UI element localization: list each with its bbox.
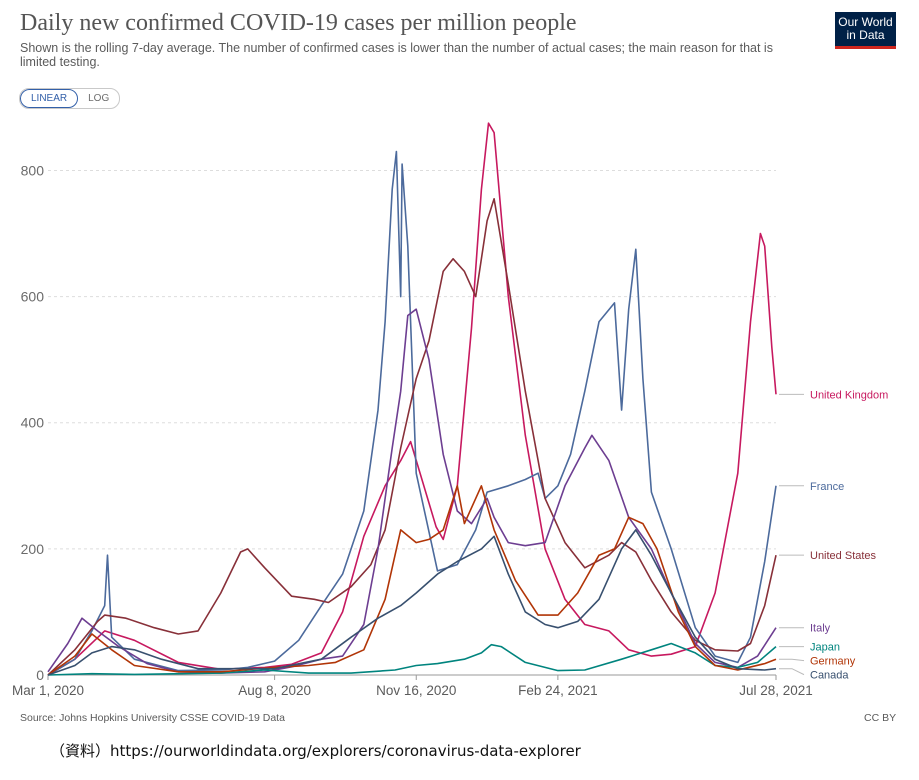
owid-logo[interactable]: Our World in Data bbox=[835, 12, 896, 49]
series-line-united-kingdom bbox=[47, 122, 777, 676]
source-note: Source: Johns Hopkins University CSSE CO… bbox=[20, 712, 285, 724]
logo-line1: Our World bbox=[838, 15, 893, 29]
y-tick-label: 800 bbox=[21, 162, 45, 178]
license-link[interactable]: CC BY bbox=[864, 712, 897, 724]
y-tick-label: 600 bbox=[21, 289, 45, 305]
y-tick-label: 0 bbox=[36, 667, 44, 683]
legend-label-france: France bbox=[810, 481, 844, 493]
x-tick-label: Feb 24, 2021 bbox=[518, 683, 598, 698]
legend-label-united-states: United States bbox=[810, 550, 877, 562]
legend-label-canada: Canada bbox=[810, 670, 849, 682]
x-tick-label: Nov 16, 2020 bbox=[376, 683, 456, 698]
log-scale-button[interactable]: LOG bbox=[88, 93, 110, 104]
series-line-japan bbox=[47, 642, 777, 676]
legend-label-italy: Italy bbox=[810, 623, 831, 635]
legend-label-japan: Japan bbox=[810, 642, 840, 654]
series-line-germany bbox=[47, 485, 777, 676]
chart-subtitle: Shown is the rolling 7-day average. The … bbox=[20, 41, 773, 69]
y-tick-label: 400 bbox=[21, 415, 45, 431]
y-tick-label: 200 bbox=[21, 541, 45, 557]
x-tick-label: Aug 8, 2020 bbox=[238, 683, 311, 698]
legend-connector-germany bbox=[779, 658, 805, 662]
x-tick-label: Jul 28, 2021 bbox=[739, 683, 813, 698]
line-chart: 0 200 400 600 800 Mar 1, 2020 Aug 8, 2020 Nov 1… bbox=[12, 122, 888, 698]
reference-url-note: （資料）https://ourworldindata.org/explorers… bbox=[50, 742, 581, 760]
series-line-united-states bbox=[47, 198, 777, 676]
logo-line2: in Data bbox=[846, 28, 885, 42]
legend-label-united-kingdom: United Kingdom bbox=[810, 389, 888, 401]
legend-connector-canada bbox=[779, 668, 805, 676]
legend-label-germany: Germany bbox=[810, 656, 856, 668]
scale-toggle: LINEAR LOG bbox=[19, 88, 121, 109]
x-tick-label: Mar 1, 2020 bbox=[12, 683, 84, 698]
series-line-canada bbox=[47, 529, 777, 676]
linear-scale-button[interactable]: LINEAR bbox=[20, 89, 79, 108]
chart-title: Daily new confirmed COVID-19 cases per m… bbox=[20, 10, 577, 36]
